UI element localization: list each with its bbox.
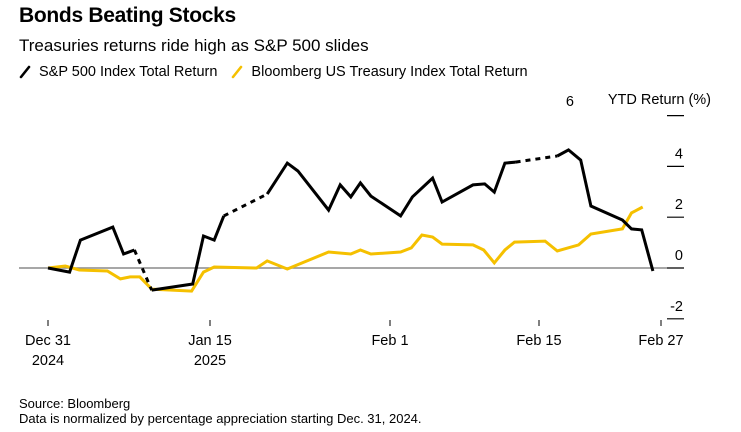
y-axis: 6 4 2 0 -2 [566, 94, 684, 320]
legend-item-treasury: Bloomberg US Treasury Index Total Return [231, 64, 528, 80]
x-tick-sublabel: 2024 [32, 353, 64, 369]
series-treasury [47, 205, 644, 293]
series-dashed-segment [133, 249, 154, 291]
chart-subtitle: Treasuries returns ride high as S&P 500 … [19, 36, 369, 55]
series-line-segment [47, 225, 135, 274]
source-note: Source: Bloomberg [19, 396, 131, 411]
x-tick-label: Dec 31 [25, 333, 71, 349]
x-tick-label: Jan 15 [188, 333, 232, 349]
series-line-segment [151, 215, 226, 292]
series-line-segment [556, 148, 655, 272]
legend: S&P 500 Index Total Return Bloomberg US … [19, 64, 542, 80]
legend-swatch-sp500-icon [19, 65, 31, 79]
normalization-note: Data is normalized by percentage appreci… [19, 411, 422, 426]
y-tick-label: 6 [566, 94, 574, 110]
x-axis: Dec 31 2024 Jan 15 2025 Feb 1 Feb 15 Feb 27 [25, 320, 684, 369]
series-dashed-segment [223, 192, 268, 218]
series-layer [47, 148, 655, 293]
series-dashed-segment [515, 154, 558, 164]
y-tick-label: 4 [675, 146, 683, 162]
chart-title: Bonds Beating Stocks [19, 4, 236, 27]
legend-label-sp500: S&P 500 Index Total Return [39, 64, 218, 80]
x-tick-label: Feb 1 [371, 333, 408, 349]
footer: Source: Bloomberg Data is normalized by … [19, 396, 422, 426]
legend-label-treasury: Bloomberg US Treasury Index Total Return [251, 64, 528, 80]
y-tick-label: 0 [675, 248, 683, 264]
series-sp500 [47, 148, 655, 292]
series-line-segment [265, 160, 516, 219]
y-tick-label: 2 [675, 197, 683, 213]
x-tick-sublabel: 2025 [194, 353, 226, 369]
x-tick-label: Feb 27 [638, 333, 683, 349]
series-line-segment [47, 205, 644, 293]
y-axis-title: YTD Return (%) [607, 92, 711, 108]
y-tick-label: -2 [670, 299, 683, 315]
x-tick-label: Feb 15 [516, 333, 561, 349]
legend-swatch-treasury-icon [232, 65, 243, 79]
legend-item-sp500: S&P 500 Index Total Return [19, 64, 217, 80]
